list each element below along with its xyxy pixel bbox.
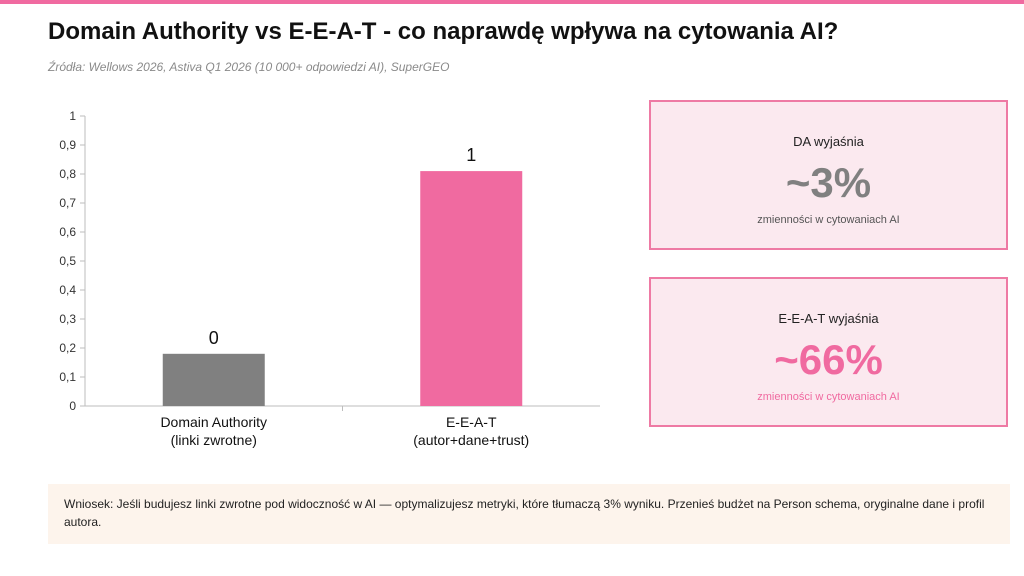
- stat-card-da: DA wyjaśnia ~3% zmienności w cytowaniach…: [649, 100, 1008, 250]
- y-tick-label: 0,3: [59, 312, 76, 326]
- stat-card-note: zmienności w cytowaniach AI: [757, 391, 900, 403]
- page-subtitle: Źródła: Wellows 2026, Astiva Q1 2026 (10…: [48, 60, 450, 74]
- y-tick-label: 0,5: [59, 254, 76, 268]
- page-title: Domain Authority vs E-E-A-T - co naprawd…: [48, 18, 839, 45]
- x-category-label: Domain Authority: [160, 414, 267, 430]
- bar: [420, 171, 523, 406]
- y-tick-label: 0,6: [59, 225, 76, 239]
- stat-card-label: E-E-A-T wyjaśnia: [778, 311, 879, 326]
- x-category-label: (autor+dane+trust): [413, 432, 529, 448]
- bar: [162, 353, 265, 406]
- y-tick-label: 0,7: [59, 196, 76, 210]
- stat-card-value: ~3%: [785, 159, 872, 206]
- y-tick-label: 0: [69, 399, 76, 413]
- bar-data-label: 0: [209, 328, 219, 348]
- y-tick-label: 0,9: [59, 138, 76, 152]
- x-category-label: E-E-A-T: [446, 414, 497, 430]
- bar-chart: 0 0,1 0,2 0,3 0,4 0,5 0,6 0,7 0,8 0,9 1 0 Domain Aut…: [59, 109, 600, 448]
- conclusion-box: Wniosek: Jeśli budujesz linki zwrotne po…: [48, 484, 1010, 544]
- top-accent-bar: [0, 0, 1024, 4]
- x-category-label: (linki zwrotne): [171, 432, 257, 448]
- stat-card-value: ~66%: [774, 336, 883, 383]
- stat-card-eeat: E-E-A-T wyjaśnia ~66% zmienności w cytow…: [649, 277, 1008, 427]
- stat-card-label: DA wyjaśnia: [793, 134, 864, 149]
- y-tick-label: 0,1: [59, 370, 76, 384]
- bar-data-label: 1: [466, 145, 476, 165]
- y-tick-label: 1: [69, 109, 76, 123]
- conclusion-text: Wniosek: Jeśli budujesz linki zwrotne po…: [64, 497, 985, 529]
- y-tick-label: 0,2: [59, 341, 76, 355]
- y-tick-label: 0,4: [59, 283, 76, 297]
- stat-card-note: zmienności w cytowaniach AI: [757, 214, 900, 226]
- y-tick-label: 0,8: [59, 167, 76, 181]
